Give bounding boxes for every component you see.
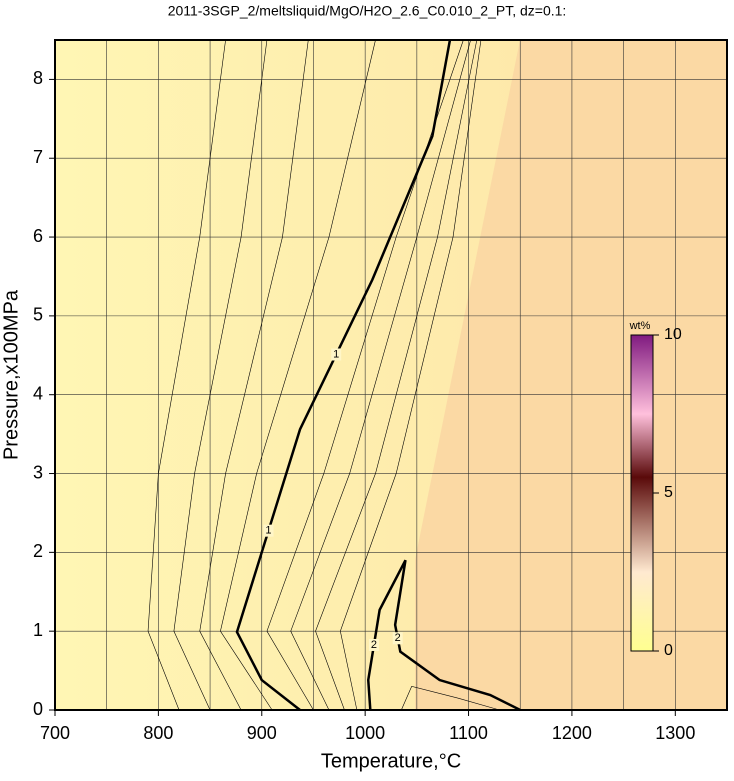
y-tick-label: 0 — [33, 699, 43, 719]
contour-line — [340, 39, 482, 711]
colorbar-tick-label: 10 — [664, 326, 682, 343]
contour-line — [315, 39, 478, 711]
x-tick-label: 1300 — [655, 723, 695, 743]
y-tick-label: 3 — [33, 462, 43, 482]
frame — [54, 39, 728, 711]
y-tick-label: 1 — [33, 620, 43, 640]
contour-label-bg — [392, 632, 403, 645]
contour-label: 2 — [371, 639, 377, 651]
contour-line — [173, 39, 268, 711]
contour-line — [366, 559, 521, 712]
colorbar — [630, 334, 654, 652]
contour-label: 1 — [333, 348, 339, 360]
colorbar-tick-label: 0 — [664, 642, 673, 659]
x-tick-label: 1000 — [345, 723, 385, 743]
contour-label: 1 — [265, 525, 271, 537]
x-axis-title: Temperature,°C — [321, 750, 461, 772]
y-tick-label: 6 — [33, 226, 43, 246]
y-axis-title: Pressure,x100MPa — [0, 289, 22, 460]
contour-line — [266, 39, 464, 711]
chart-title: 2011-3SGP_2/meltsliquid/MgO/H2O_2.6_C0.0… — [168, 3, 567, 19]
contour-label-bg — [263, 524, 274, 537]
contour-line — [147, 39, 226, 711]
contour-line — [220, 39, 376, 711]
colorbar-tick-label: 5 — [664, 484, 673, 501]
contour-line — [199, 39, 309, 711]
y-tick-label: 4 — [33, 383, 43, 403]
contour-label-bg — [331, 348, 342, 361]
x-tick-label: 900 — [247, 723, 277, 743]
x-tick-label: 1200 — [552, 723, 592, 743]
contour-line — [401, 685, 500, 711]
x-tick-label: 700 — [40, 723, 70, 743]
contour-line — [290, 39, 471, 711]
x-tick-label: 800 — [143, 723, 173, 743]
contour-label-bg — [368, 638, 379, 651]
contour-line — [235, 39, 452, 711]
y-tick-label: 2 — [33, 541, 43, 561]
colorbar-label: wt% — [629, 320, 651, 332]
y-tick-label: 7 — [33, 147, 43, 167]
x-tick-label: 1100 — [449, 723, 488, 743]
y-tick-label: 5 — [33, 305, 43, 325]
y-tick-label: 8 — [33, 68, 43, 88]
contour-label: 2 — [395, 632, 401, 644]
